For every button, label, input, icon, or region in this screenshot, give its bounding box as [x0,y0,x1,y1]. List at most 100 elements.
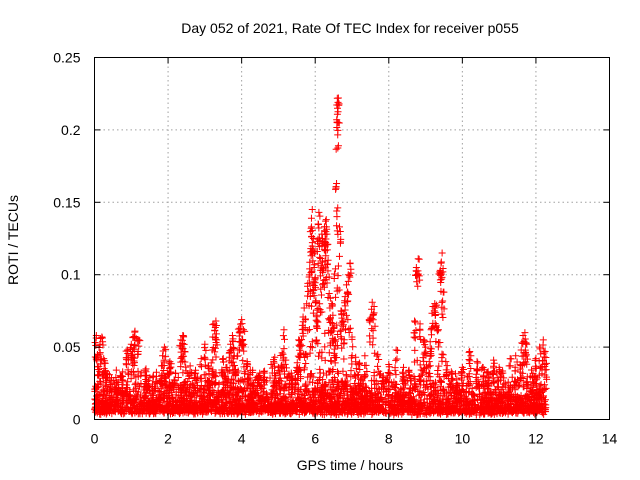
y-tick-label: 0.2 [61,122,81,138]
data-point [438,273,446,281]
data-point [326,316,334,324]
data-point [361,372,369,380]
data-point [192,397,200,405]
data-point-band [464,373,472,381]
data-point [270,359,278,367]
data-point [298,336,306,344]
data-point-band [504,378,512,386]
data-point [240,347,248,355]
data-point [415,255,423,263]
data-point [511,367,519,375]
data-point-band [128,409,136,417]
data-point [315,208,323,216]
data-point [230,344,238,352]
data-point-band [224,410,232,418]
data-point [489,369,497,377]
data-point [274,366,282,374]
data-point-band [386,404,394,412]
data-point [325,315,333,323]
data-point [342,382,350,390]
data-point-band [151,404,159,412]
data-point [439,297,447,305]
data-point [161,382,169,390]
data-point [437,258,445,266]
data-point [197,381,205,389]
data-point-band [486,389,494,397]
data-point-band [110,407,118,415]
data-point-band [465,401,473,409]
data-point-band [220,391,228,399]
data-point-band [259,403,267,411]
data-point-band [202,371,210,379]
data-point [304,387,312,395]
data-point-band [496,404,504,412]
data-point [426,362,434,370]
data-point [331,359,339,367]
data-point [375,367,383,375]
data-point [334,204,342,212]
data-point [234,325,242,333]
data-point-band [436,410,444,418]
data-point-band [291,389,299,397]
data-point-band [414,411,422,419]
data-point [356,375,364,383]
data-point [435,399,443,407]
data-point [229,369,237,377]
data-point [135,336,143,344]
data-point [326,294,334,302]
data-point [179,369,187,377]
data-point [333,213,341,221]
data-point [102,381,110,389]
data-point [254,393,262,401]
data-point-band [362,384,370,392]
data-point [301,364,309,372]
data-point [282,356,290,364]
data-point-band [171,409,179,417]
data-point [458,376,466,384]
data-point-band [179,400,187,408]
data-point [186,368,194,376]
data-point [331,265,339,273]
data-point [234,367,242,375]
data-point [322,217,330,225]
data-point-band [444,395,452,403]
data-point [399,372,407,380]
data-point [329,301,337,309]
data-point-band [542,401,550,409]
axis-tick-labels: 0 2 4 6 8 10 12 14 0 0.05 0.1 0.15 0.2 0.25 [53,50,617,447]
data-point-band [211,396,219,404]
data-point [308,206,316,214]
data-point [465,370,473,378]
data-point [244,397,252,405]
data-point [229,358,237,366]
data-point-band [515,394,523,402]
data-point [202,401,210,409]
data-point-band [239,393,247,401]
data-point [254,375,262,383]
data-point [160,356,168,364]
data-point [280,335,288,343]
data-point-band [436,376,444,384]
data-point [384,378,392,386]
data-point [428,380,436,388]
data-point-band [252,386,260,394]
data-point [196,374,204,382]
data-point [473,404,481,412]
data-point-band [175,392,183,400]
data-point [240,340,248,348]
data-point [497,369,505,377]
data-point [112,394,120,402]
data-point [315,352,323,360]
data-point [240,363,248,371]
data-point [421,401,429,409]
data-point [182,367,190,375]
data-point-band [395,404,403,412]
data-point [336,327,344,335]
data-point [393,355,401,363]
data-point [380,382,388,390]
data-point [279,332,287,340]
data-point [522,401,530,409]
data-point [542,359,550,367]
data-point-band [400,384,408,392]
data-point-band [517,395,525,403]
